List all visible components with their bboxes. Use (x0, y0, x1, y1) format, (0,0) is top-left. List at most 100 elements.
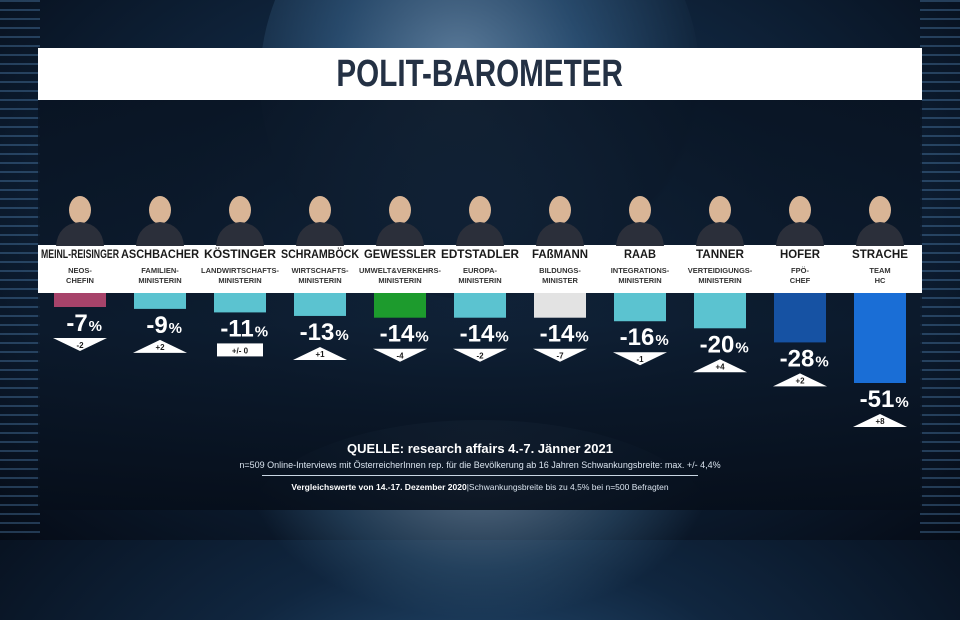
change-badge-up (773, 373, 827, 387)
portrait-body (296, 222, 344, 246)
portrait-body (216, 222, 264, 246)
percent-sign: % (335, 327, 348, 344)
role-label: MINISTERIN (698, 276, 741, 285)
portrait-body (56, 222, 104, 246)
portrait-body (136, 222, 184, 246)
role-label: MINISTERIN (138, 276, 181, 285)
data-label: -14 (540, 321, 575, 348)
change-badge-down (613, 352, 667, 366)
percent-sign: % (815, 353, 828, 370)
bar (454, 293, 506, 318)
change-label: -7 (556, 352, 564, 361)
role-label: MINISTERIN (378, 276, 421, 285)
change-badge-up (853, 414, 907, 427)
portrait-face (229, 196, 251, 224)
change-badge-down (453, 348, 507, 362)
change-label: +1 (315, 350, 325, 359)
role-label: INTEGRATIONS- (611, 266, 670, 275)
change-label: -1 (636, 355, 644, 364)
bar-label: EDTSTADLER (441, 247, 519, 261)
change-badge-down (373, 348, 427, 362)
change-label: -4 (396, 352, 404, 361)
role-label: EUROPA- (463, 266, 498, 275)
role-label: BILDUNGS- (539, 266, 581, 275)
chart-title: POLIT-BAROMETER (336, 52, 624, 95)
comparison-note: Vergleichswerte von 14.-17. Dezember 202… (0, 482, 960, 492)
change-label: +8 (875, 417, 885, 426)
role-label: MINISTERIN (218, 276, 261, 285)
portrait-face (549, 196, 571, 224)
change-label: +/- 0 (232, 346, 249, 355)
bar (374, 293, 426, 318)
change-badge-up (693, 359, 747, 373)
bar (774, 293, 826, 343)
bar (614, 293, 666, 322)
change-label: +4 (715, 362, 725, 371)
change-badge-up (293, 346, 347, 360)
portrait-body (696, 222, 744, 246)
data-label: -14 (380, 321, 415, 348)
role-label: MINISTER (542, 276, 578, 285)
data-label: -16 (620, 324, 655, 351)
portrait-face (869, 196, 891, 224)
change-label: +2 (795, 376, 805, 385)
role-label: CHEFIN (66, 276, 94, 285)
comparison-note-bold: Vergleichswerte von 14.-17. Dezember 202… (291, 482, 467, 492)
portrait-face (389, 196, 411, 224)
portrait-face (789, 196, 811, 224)
bar-label: HOFER (780, 247, 820, 261)
percent-sign: % (575, 329, 588, 346)
change-badge-neutral (217, 343, 263, 357)
role-label: TEAM (869, 266, 890, 275)
percent-sign: % (89, 318, 102, 335)
bar-label: MEINL-REISINGER (41, 247, 119, 261)
data-label: -20 (700, 331, 735, 358)
title-bar: POLIT-BAROMETER (38, 48, 922, 100)
data-label: -28 (780, 345, 815, 372)
portrait-body (536, 222, 584, 246)
data-label: -14 (460, 321, 495, 348)
change-label: -2 (76, 341, 84, 350)
bar-label: GEWESSLER (364, 247, 436, 261)
role-label: VERTEIDIGUNGS- (688, 266, 753, 275)
percent-sign: % (655, 332, 668, 349)
data-label: -13 (300, 319, 335, 346)
role-label: LANDWIRTSCHAFTS- (201, 266, 279, 275)
data-label: -11 (220, 315, 253, 342)
bar (214, 293, 266, 313)
role-label: MINISTERIN (458, 276, 501, 285)
percent-sign: % (735, 339, 748, 356)
portrait-body (856, 222, 904, 246)
change-label: -2 (476, 352, 484, 361)
data-label: -9 (146, 312, 167, 339)
portrait-body (376, 222, 424, 246)
data-label: -7 (66, 310, 87, 337)
portrait-face (469, 196, 491, 224)
divider (262, 475, 698, 476)
portrait-body (776, 222, 824, 246)
change-badge-down (533, 348, 587, 362)
percent-sign: % (169, 320, 182, 337)
portrait-face (69, 196, 91, 224)
bar (854, 293, 906, 383)
role-label: MINISTERIN (298, 276, 341, 285)
role-label: MINISTERIN (618, 276, 661, 285)
bar-label: RAAB (624, 247, 656, 261)
bar (694, 293, 746, 329)
percent-sign: % (415, 329, 428, 346)
label-band (38, 245, 922, 293)
sample-note: n=509 Online-Interviews mit Österreicher… (239, 460, 721, 470)
change-badge-down (53, 338, 107, 351)
bar (534, 293, 586, 318)
bar-label: ASCHBACHER (121, 247, 199, 261)
role-label: NEOS- (68, 266, 92, 275)
change-badge-up (133, 339, 187, 353)
role-label: UMWELT&VERKEHRS- (359, 266, 441, 275)
change-label: +2 (155, 343, 165, 352)
source-line: QUELLE: research affairs 4.-7. Jänner 20… (347, 441, 613, 456)
portrait-face (709, 196, 731, 224)
percent-sign: % (495, 329, 508, 346)
bar-label: TANNER (696, 247, 744, 261)
role-label: FAMILIEN- (141, 266, 179, 275)
bar (134, 293, 186, 309)
